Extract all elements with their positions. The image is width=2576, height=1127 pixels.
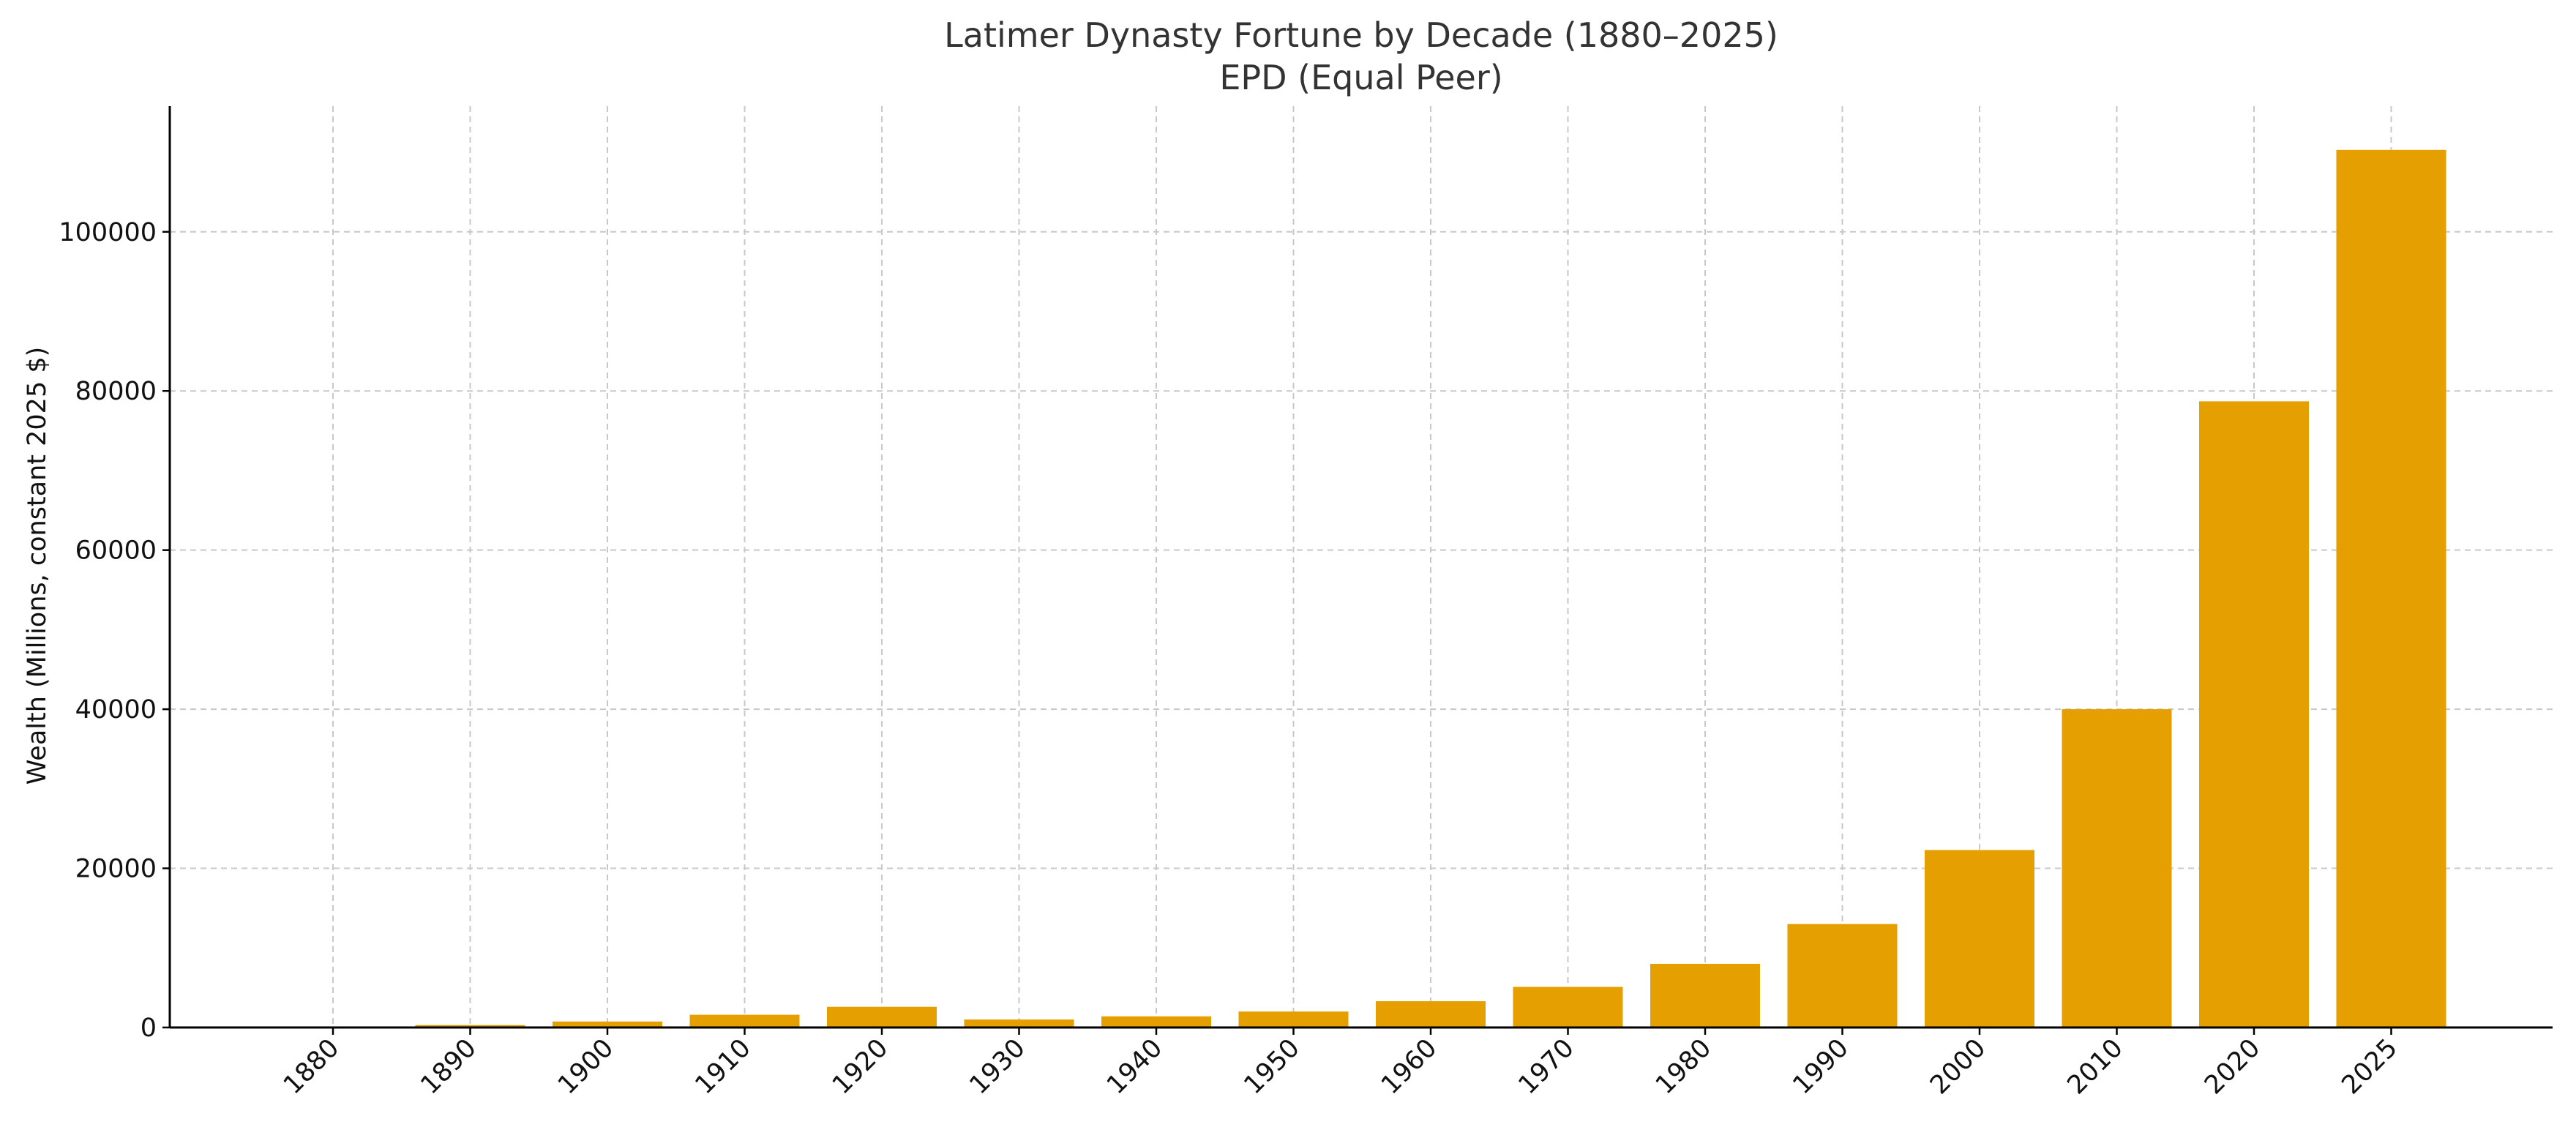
x-tick-label: 1880	[278, 1033, 345, 1100]
bar-1940	[1101, 1016, 1211, 1027]
bar-1900	[553, 1021, 662, 1027]
y-tick-label: 100000	[59, 218, 157, 247]
x-tick-label: 1970	[1513, 1033, 1580, 1100]
bar-1990	[1787, 924, 1898, 1027]
x-tick-label: 1960	[1376, 1033, 1442, 1100]
bar-1970	[1513, 986, 1623, 1027]
x-tick-label: 2000	[1925, 1033, 1991, 1100]
bar-1980	[1650, 964, 1760, 1027]
x-tick-label: 1900	[553, 1033, 619, 1100]
x-tick-label: 1910	[690, 1033, 757, 1100]
bar-2010	[2062, 709, 2172, 1027]
x-tick-label: 2010	[2062, 1033, 2129, 1100]
x-tick-label: 1990	[1788, 1033, 1854, 1100]
y-tick-label: 80000	[75, 377, 157, 406]
x-tick-label: 1890	[416, 1033, 482, 1100]
bar-2000	[1925, 850, 2034, 1027]
x-ticks: 1880 1890 1900 1910 1920 1930 1940 1950 1960 1970…	[278, 1027, 2403, 1100]
bar-1890	[415, 1025, 525, 1027]
bar-1960	[1376, 1001, 1486, 1027]
x-tick-label: 1950	[1239, 1033, 1306, 1100]
bar-1910	[689, 1014, 800, 1027]
x-tick-label: 1940	[1101, 1033, 1168, 1100]
x-tick-label: 1980	[1650, 1033, 1717, 1100]
bar-2020	[2199, 401, 2309, 1027]
y-tick-label: 40000	[75, 695, 157, 724]
y-tick-label: 0	[141, 1014, 157, 1043]
x-tick-label: 2020	[2199, 1033, 2266, 1100]
y-tick-label: 60000	[75, 536, 157, 566]
bar-2025	[2336, 149, 2446, 1027]
y-axis-label: Wealth (Millions, constant 2025 $)	[23, 347, 52, 785]
chart-subtitle: EPD (Equal Peer)	[1219, 58, 1502, 97]
bar-1930	[964, 1019, 1074, 1027]
grid-lines	[170, 106, 2553, 1028]
bar-1920	[827, 1006, 937, 1027]
x-tick-label: 1930	[965, 1033, 1031, 1100]
y-ticks: 0 20000 40000 60000 80000 100000	[59, 218, 170, 1043]
axes	[168, 106, 2553, 1029]
chart-title: Latimer Dynasty Fortune by Decade (1880–…	[944, 15, 1778, 55]
bar-1950	[1238, 1011, 1349, 1027]
bars	[278, 149, 2446, 1027]
x-tick-label: 1920	[827, 1033, 894, 1100]
y-tick-label: 20000	[75, 855, 157, 884]
x-tick-label: 2025	[2337, 1033, 2403, 1100]
